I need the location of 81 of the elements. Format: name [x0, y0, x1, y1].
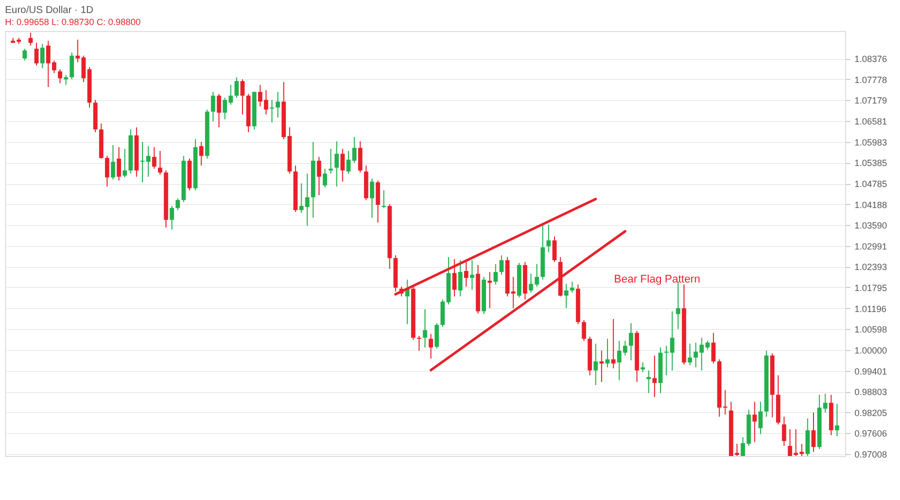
candlestick [176, 198, 180, 211]
candlestick [322, 168, 328, 188]
candlestick [428, 333, 434, 360]
candlestick [628, 322, 634, 361]
candlestick [340, 148, 345, 182]
candlestick [70, 52, 74, 80]
chart-title: Euro/US Dollar · 1D [5, 5, 94, 16]
candlestick [493, 264, 498, 286]
candlestick [711, 332, 716, 364]
candlestick [640, 362, 645, 373]
candlestick [240, 78, 245, 115]
candlestick [334, 140, 339, 187]
candlestick [152, 146, 156, 170]
candlestick [376, 180, 380, 224]
candlestick [594, 343, 598, 386]
candlestick [552, 236, 557, 262]
y-tick-label: 1.06581 [854, 116, 888, 127]
candlestick [58, 68, 62, 84]
y-tick-label: 0.97606 [854, 428, 888, 439]
y-tick-label: 1.01196 [854, 304, 886, 314]
y-tick-label: 0.98803 [854, 387, 888, 398]
candlestick [564, 283, 568, 309]
candlestick [316, 156, 322, 196]
y-tick-label: 1.04785 [854, 179, 888, 190]
candlestick [811, 412, 816, 452]
candlestick [328, 148, 333, 174]
candlestick [652, 354, 657, 398]
candlestick [276, 91, 280, 118]
annotation: Bear Flag Pattern [614, 274, 700, 286]
y-tick-label: 1.01795 [854, 282, 888, 293]
candlestick [416, 336, 422, 352]
y-tick-label: 1.05385 [854, 158, 888, 168]
y-tick-label: 0.97008 [854, 449, 888, 460]
candlestick [611, 318, 616, 369]
y-tick-label: 1.08376 [854, 54, 888, 64]
candlestick [752, 401, 757, 443]
candlestick [422, 308, 428, 348]
candlestick [110, 144, 116, 180]
candlestick [28, 32, 33, 46]
y-tick-label: 0.99401 [854, 366, 888, 376]
candlestick [570, 281, 574, 294]
candlestick [122, 148, 127, 178]
candlestick [464, 261, 468, 288]
candlestick [370, 178, 374, 218]
y-tick-label: 0.98205 [854, 408, 888, 418]
candlestick [158, 150, 162, 176]
candlestick [582, 320, 586, 342]
y-tick-label: 1.02393 [854, 262, 888, 272]
y-tick-label: 1.00000 [854, 345, 888, 356]
y-tick-label: 1.00598 [854, 324, 888, 335]
candlestick [34, 42, 39, 66]
candlestick [234, 76, 239, 98]
candlestick [499, 254, 504, 276]
candlestick [546, 224, 551, 253]
candlestick [458, 260, 462, 297]
candlestick [646, 370, 651, 394]
candlestick [104, 155, 110, 187]
candlestick [488, 272, 492, 309]
candlestick [22, 48, 27, 62]
candlestick [216, 93, 222, 128]
chart-subtitle: H: 0.99658 L: 0.98730 C: 0.98800 [5, 17, 141, 27]
candlestick [758, 401, 763, 435]
y-tick-label: 1.02991 [854, 241, 888, 252]
candlestick [358, 140, 362, 174]
y-tick-label: 1.03590 [854, 220, 888, 231]
y-tick-label: 1.04188 [854, 200, 888, 210]
y-tick-label: 1.07778 [854, 74, 888, 85]
candlestick [210, 91, 216, 122]
candlestick [434, 322, 439, 350]
y-tick-label: 1.07179 [854, 96, 888, 106]
candlestick [170, 205, 174, 230]
candlestick [782, 416, 786, 446]
candlestick [116, 146, 122, 182]
candlestick [805, 418, 810, 456]
candlestick [676, 281, 680, 330]
candlestick [199, 141, 204, 166]
y-tick-label: 1.05983 [854, 137, 888, 148]
candlestick [382, 190, 386, 209]
candlestick [834, 403, 840, 437]
candlestick [688, 343, 692, 366]
candlestick [40, 43, 45, 69]
